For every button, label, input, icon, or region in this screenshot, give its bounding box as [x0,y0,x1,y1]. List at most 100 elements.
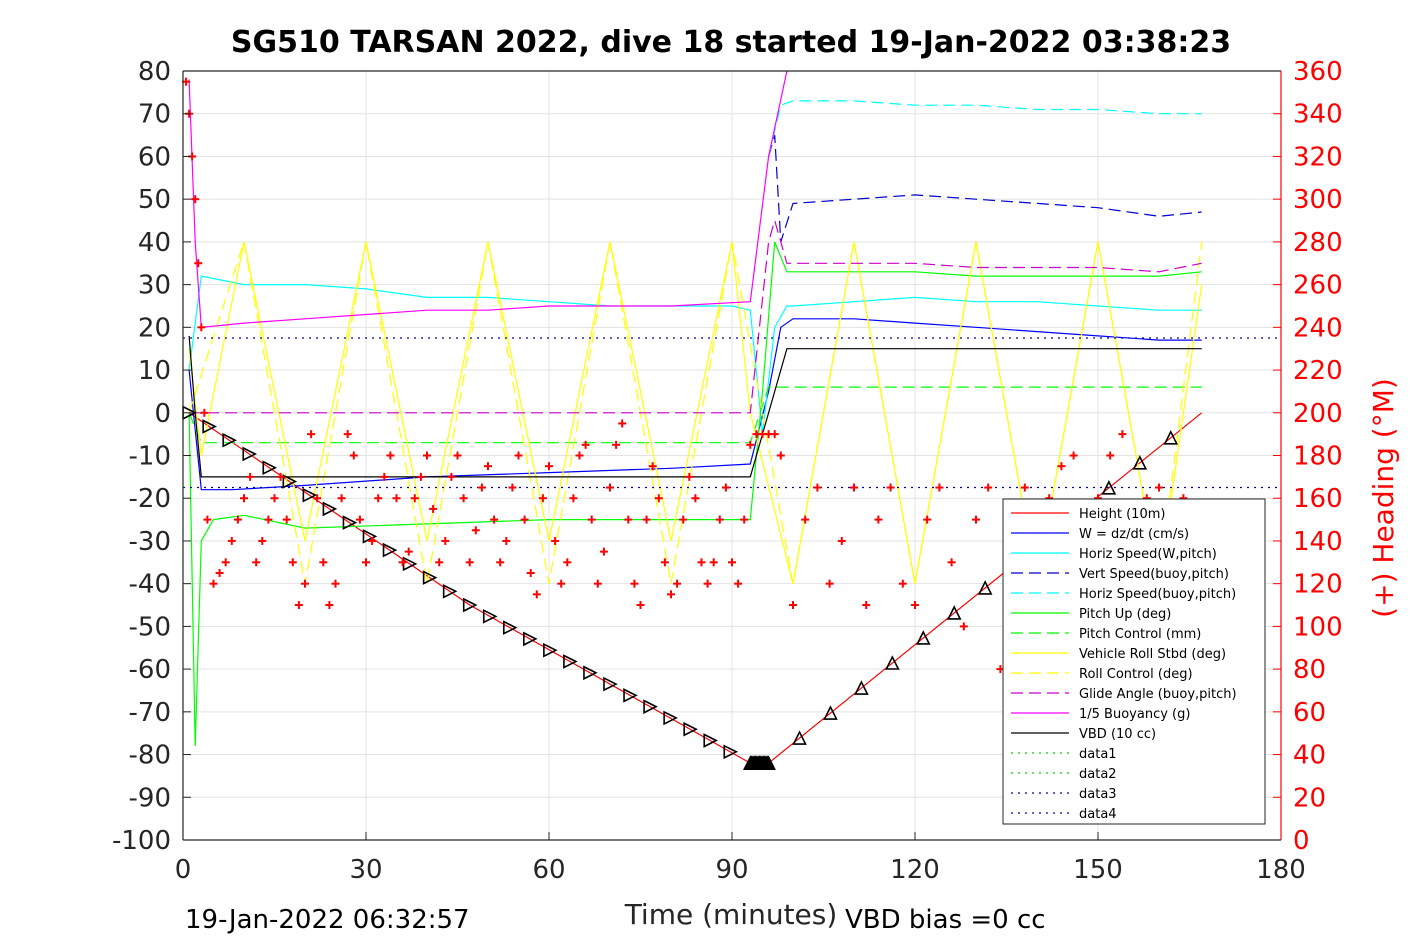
height-marker [723,744,739,760]
heading-point [746,440,755,449]
right-y-tick-label: 80 [1293,655,1326,685]
heading-point [404,547,413,556]
axes: 0 30 60 90 120 150 18080706050403020100-10-20-… [112,57,1343,885]
height-marker [222,432,237,448]
heading-point [355,515,364,524]
heading-point [410,494,419,503]
heading-point [648,462,657,471]
right-y-tick-label: 120 [1293,570,1343,600]
heading-point [337,494,346,503]
heading-point [200,408,209,417]
heading-point [581,440,590,449]
heading-point [538,494,547,503]
heading-point [654,494,663,503]
heading-point [740,515,749,524]
heading-point [508,483,517,492]
x-axis-label: Time (minutes) [624,898,838,931]
right-y-tick-label: 360 [1293,57,1343,87]
heading-point [703,579,712,588]
heading-point [270,494,279,503]
x-tick-label: 90 [715,855,748,885]
heading-point [203,515,212,524]
heading-point [1118,430,1127,439]
height-marker [362,529,378,544]
right-y-tick-label: 340 [1293,100,1343,130]
heading-point [715,515,724,524]
heading-point [349,451,358,460]
height-marker [761,755,776,770]
heading-point [630,579,639,588]
heading-point [636,601,645,610]
y-tick-label: 0 [154,399,171,429]
heading-point [331,579,340,588]
series-line-vbd-10-cc [188,335,1202,478]
height-marker [262,460,278,476]
heading-point [776,451,785,460]
height-marker [502,620,518,635]
y-tick-label: -70 [129,698,171,728]
heading-point [886,483,895,492]
heading-point [227,536,236,545]
heading-point [490,515,499,524]
legend-label: W = dz/dt (cm/s) [1079,527,1189,542]
heading-point [398,558,407,567]
y-tick-label: -50 [129,612,171,642]
heading-point [691,494,700,503]
height-marker [523,631,538,647]
heading-point [459,494,468,503]
y-tick-label: -80 [129,741,171,771]
legend-label: data2 [1079,767,1117,782]
heading-point [423,451,431,460]
heading-point [728,558,736,567]
heading-point [1069,451,1078,460]
heading-point [233,515,242,524]
heading-point [1155,483,1163,492]
heading-point [282,515,291,524]
x-tick-label: 0 [175,855,192,885]
heading-point [624,515,633,524]
x-tick-label: 120 [890,855,940,885]
legend-label: data3 [1079,787,1117,802]
heading-point [362,558,370,567]
series-line-1-5-buoyancy-g [188,71,788,328]
height-marker [1132,455,1148,470]
heading-point [380,472,389,481]
right-y-tick-label: 0 [1293,826,1310,856]
right-y-tick-label: 60 [1293,698,1326,728]
heading-point [496,558,505,567]
heading-point [673,579,682,588]
heading-point [947,558,956,567]
height-marker [683,721,698,737]
right-y-tick-label: 280 [1293,228,1343,258]
heading-point [392,494,401,503]
height-marker [302,487,318,503]
legend-label: Horiz Speed(W,pitch) [1079,547,1217,562]
heading-point [685,472,694,481]
series-line-glide-angle-buoy-pitch [189,218,1202,414]
heading-point [197,323,206,332]
series-line-pitch-up-deg [188,241,1202,747]
heading-point [477,483,486,492]
series-line-vert-speed-buoy-pitch [768,134,1202,243]
heading-point [215,568,224,577]
x-tick-label: 60 [532,855,565,885]
y-tick-label: 70 [138,100,171,130]
heading-point [697,558,706,567]
height-marker [623,688,638,703]
y-tick-label: -40 [129,570,171,600]
heading-point [209,579,218,588]
heading-point [593,579,602,588]
heading-point [557,579,566,588]
height-marker [342,515,358,530]
legend-label: Horiz Speed(buoy,pitch) [1079,587,1236,602]
heading-point [194,259,203,268]
heading-point [258,536,267,545]
heading-point [368,536,377,545]
height-marker [422,570,438,585]
heading-point [264,515,273,524]
heading-point [563,558,572,567]
heading-point [935,483,944,492]
heading-point [374,494,383,503]
heading-point [526,568,535,577]
heading-point [545,462,553,471]
